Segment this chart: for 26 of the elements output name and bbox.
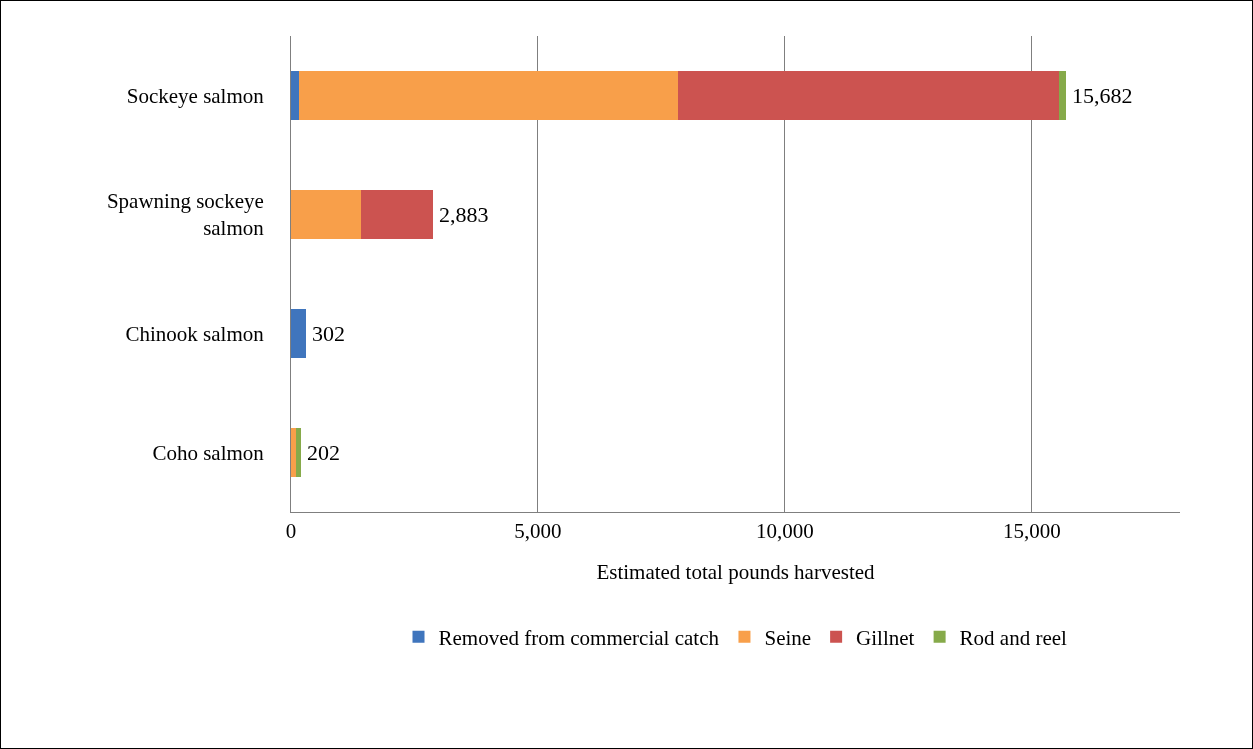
bar — [1059, 70, 1066, 121]
y-tick-label: Sockeye salmon — [126, 83, 265, 108]
bar — [291, 427, 296, 478]
total-label: 15,682 — [1072, 83, 1133, 108]
legend-label: Removed from commercial catch — [438, 626, 720, 651]
y-tick-label: Chinook salmon — [125, 321, 265, 346]
total-label: 302 — [312, 321, 345, 346]
x-tick-label: 0 — [285, 519, 297, 544]
bar — [678, 70, 1060, 121]
bar — [298, 70, 679, 121]
y-tick-label: Coho salmon — [152, 440, 265, 465]
bar — [361, 189, 434, 240]
bar — [291, 70, 299, 121]
x-tick-label: 5,000 — [514, 519, 562, 544]
bar — [295, 427, 301, 478]
x-axis-title: Estimated total pounds harvested — [596, 560, 876, 585]
legend-label: Seine — [764, 626, 812, 651]
total-label: 202 — [307, 440, 340, 465]
bar — [291, 189, 362, 240]
y-tick-label: Spawning sockeye salmon — [106, 189, 265, 241]
x-tick-label: 15,000 — [1002, 519, 1061, 544]
total-label: 2,883 — [439, 202, 489, 227]
legend-label: Rod and reel — [959, 626, 1068, 651]
x-tick-label: 10,000 — [756, 519, 814, 544]
bar — [291, 308, 306, 359]
legend-label: Gillnet — [856, 626, 915, 651]
